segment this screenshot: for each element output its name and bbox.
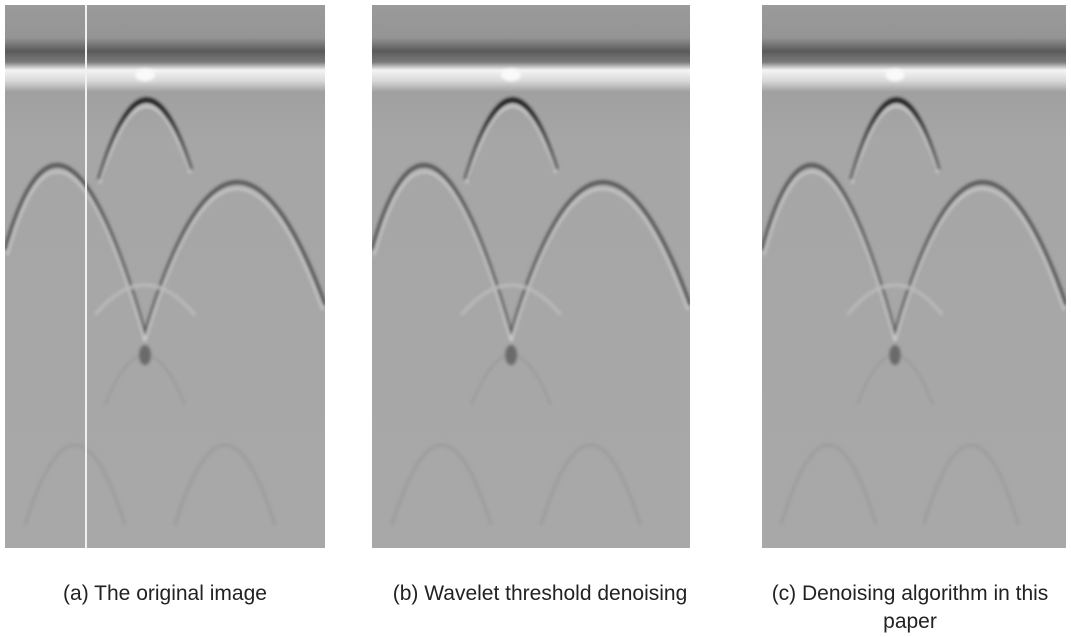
panel-image	[5, 5, 325, 548]
figure: (a) The original image (b) Wavelet thres…	[0, 0, 1071, 637]
panel-image	[762, 5, 1066, 548]
caption: (c) Denoising algorithm in this paper	[760, 580, 1060, 636]
caption: (a) The original image	[5, 580, 325, 608]
caption: (b) Wavelet threshold denoising	[340, 580, 740, 608]
noise-stripe	[85, 5, 87, 548]
panel-image	[372, 5, 690, 548]
